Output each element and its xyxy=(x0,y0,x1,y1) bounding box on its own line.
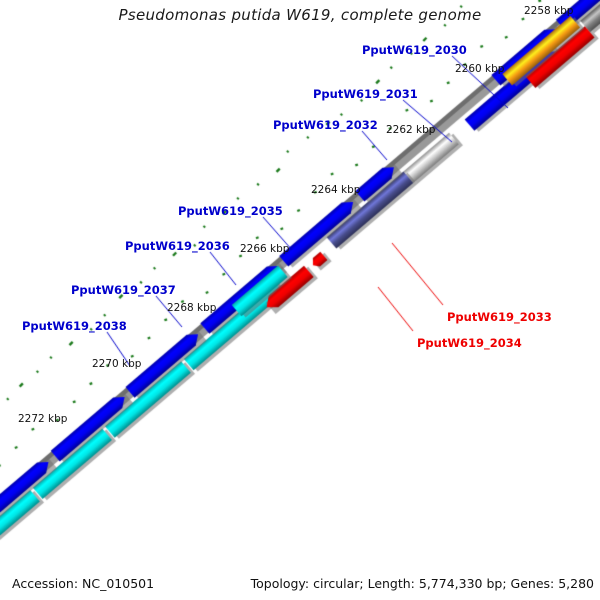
gene-label-PputW619_2038[interactable]: PputW619_2038 xyxy=(22,319,127,333)
gene-label-PputW619_2034[interactable]: PputW619_2034 xyxy=(417,336,522,350)
ruler-tick-5: 2268 kbp xyxy=(167,302,217,314)
gene-label-PputW619_2036[interactable]: PputW619_2036 xyxy=(125,239,230,253)
accession-label: Accession: NC_010501 xyxy=(12,576,155,591)
gene-label-PputW619_2031[interactable]: PputW619_2031 xyxy=(313,87,418,101)
ruler-tick-4: 2266 kbp xyxy=(240,243,290,255)
ruler-tick-6: 2270 kbp xyxy=(92,358,142,370)
page-title: Pseudomonas putida W619, complete genome xyxy=(118,6,482,24)
gene-label-PputW619_2030[interactable]: PputW619_2030 xyxy=(362,43,467,57)
ruler-tick-1: 2260 kbp xyxy=(455,63,505,75)
ruler-tick-3: 2264 kbp xyxy=(311,184,361,196)
gene-label-PputW619_2032[interactable]: PputW619_2032 xyxy=(273,118,378,132)
status-bar: Accession: NC_010501 Topology: circular;… xyxy=(0,576,600,592)
gene-label-PputW619_2033[interactable]: PputW619_2033 xyxy=(447,310,552,324)
ruler-tick-7: 2272 kbp xyxy=(18,413,68,425)
ruler-tick-2: 2262 kbp xyxy=(386,124,436,136)
ruler-tick-0: 2258 kbp xyxy=(524,5,574,17)
gene-label-PputW619_2037[interactable]: PputW619_2037 xyxy=(71,283,176,297)
genome-meta-label: Topology: circular; Length: 5,774,330 bp… xyxy=(250,576,594,591)
gene-label-PputW619_2035[interactable]: PputW619_2035 xyxy=(178,204,283,218)
